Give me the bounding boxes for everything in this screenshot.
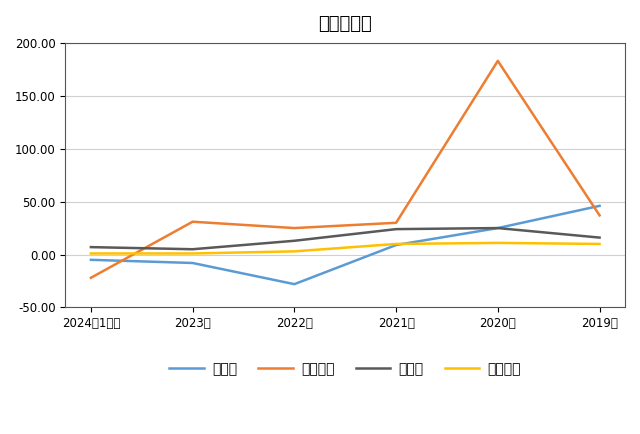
Line: 昆仑万维: 昆仑万维 — [91, 61, 600, 278]
科大讯飞 — [494, 240, 502, 246]
Title: 销售净利率: 销售净利率 — [318, 15, 372, 33]
科大讯飞 — [392, 241, 400, 247]
昆仑万维 — [87, 275, 95, 280]
科大讯飞 — [291, 249, 298, 254]
昆仑万维 — [494, 58, 502, 63]
三六零 — [87, 257, 95, 263]
昆仑万维 — [392, 220, 400, 225]
拓尔思 — [291, 238, 298, 243]
Legend: 三六零, 昆仑万维, 拓尔思, 科大讯飞: 三六零, 昆仑万维, 拓尔思, 科大讯飞 — [164, 357, 527, 382]
三六零 — [494, 226, 502, 231]
科大讯飞 — [87, 251, 95, 256]
拓尔思 — [392, 227, 400, 232]
拓尔思 — [87, 244, 95, 250]
三六零 — [596, 203, 604, 208]
科大讯飞 — [596, 241, 604, 247]
三六零 — [392, 243, 400, 248]
三六零 — [291, 282, 298, 287]
三六零 — [189, 260, 196, 266]
昆仑万维 — [189, 219, 196, 224]
昆仑万维 — [596, 213, 604, 218]
Line: 三六零: 三六零 — [91, 206, 600, 284]
Line: 拓尔思: 拓尔思 — [91, 228, 600, 249]
拓尔思 — [596, 235, 604, 240]
拓尔思 — [189, 247, 196, 252]
拓尔思 — [494, 226, 502, 231]
Line: 科大讯飞: 科大讯飞 — [91, 243, 600, 253]
昆仑万维 — [291, 226, 298, 231]
科大讯飞 — [189, 251, 196, 256]
